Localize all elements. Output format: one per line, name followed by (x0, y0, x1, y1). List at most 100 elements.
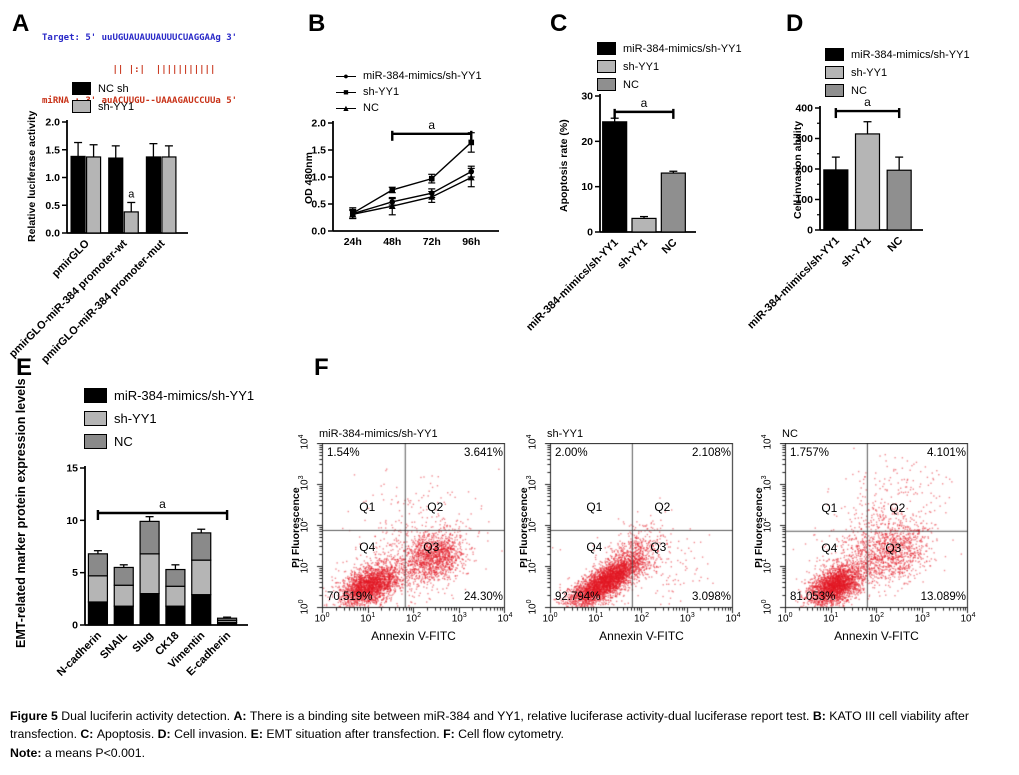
flow-y-tick-label: 102 (526, 516, 539, 533)
quadrant-label-q2: Q2 (654, 500, 671, 515)
y-tick-label: 0 (72, 620, 78, 632)
data-line (352, 141, 472, 214)
category-label: miR-384-mimics/sh-YY1 (524, 237, 621, 334)
data-point (428, 193, 436, 200)
legend-item: ■ sh-YY1 (336, 86, 482, 98)
bar-segment (113, 605, 134, 626)
legend-label: sh-YY1 (851, 66, 888, 79)
data-line (352, 176, 472, 215)
flow-y-tick-label: 104 (526, 434, 539, 450)
y-tick-label: 0.5 (311, 199, 326, 211)
legend-item: NC (84, 434, 254, 449)
flow-x-tick-label: 101 (823, 612, 839, 625)
flow-x-tick-label: 103 (914, 612, 930, 625)
y-tick-label: 20 (581, 136, 593, 148)
quadrant-percentage-q3: 3.098% (691, 591, 731, 603)
bar (886, 169, 912, 231)
quadrant-label-q1: Q1 (359, 500, 376, 515)
legend-swatch (72, 82, 91, 95)
quadrant-percentage-q2: 3.641% (463, 447, 503, 459)
flow-x-axis-label: Annexin V-FITC (371, 629, 456, 643)
significance-label: a (864, 95, 871, 109)
y-tick-label: 0.0 (45, 228, 60, 240)
significance-label: a (428, 118, 435, 132)
flow-x-tick-label: 100 (314, 612, 330, 625)
legend-swatch (825, 66, 844, 79)
quadrant-label-q2: Q2 (889, 501, 906, 516)
flow-y-tick-label: 102 (761, 516, 774, 533)
legend-swatch (825, 84, 844, 97)
bar-segment (165, 605, 186, 626)
bar (631, 217, 657, 233)
caption-segment: a means P<0.001. (44, 746, 145, 760)
y-tick-label: 1.5 (45, 144, 60, 156)
caption-segment: Cell invasion. (174, 726, 251, 741)
legend-item: NC sh (72, 82, 134, 95)
legend-item: sh-YY1 (825, 66, 970, 79)
caption-segment: F: (443, 726, 459, 741)
bar (145, 156, 162, 234)
legend-item: sh-YY1 (84, 411, 254, 426)
y-tick-label: 30 (581, 91, 593, 103)
legend-label: NC (114, 433, 133, 449)
flow-x-tick-label: 104 (497, 612, 513, 625)
flow-plot-title: NC (782, 428, 798, 440)
flow-x-tick-label: 101 (588, 612, 604, 625)
bar (660, 172, 686, 233)
bar-segment (87, 575, 109, 603)
legend-swatch (597, 42, 616, 55)
flow-plot-title: miR-384-mimics/sh-YY1 (319, 428, 438, 440)
y-tick-label: 5 (72, 567, 78, 579)
flow-x-tick-label: 101 (360, 612, 376, 625)
bar (123, 211, 139, 234)
y-tick-label: 1.0 (45, 172, 60, 184)
legend-item: ▲ NC (336, 102, 482, 114)
data-point (389, 187, 396, 193)
quadrant-percentage-q1: 1.757% (790, 447, 830, 459)
bar-segment (191, 559, 212, 596)
caption-segment: Dual luciferin activity detection. (61, 709, 234, 723)
quadrant-percentage-q1: 2.00% (555, 447, 588, 459)
caption-segment: Figure 5 (10, 709, 62, 723)
caption-segment: EMT situation after transfection. (266, 726, 444, 741)
data-point (467, 173, 475, 181)
panel-d-label: D (786, 10, 804, 37)
legend-item: ● miR-384-mimics/sh-YY1 (336, 70, 482, 82)
flow-y-tick-label: 103 (761, 475, 774, 491)
category-label: sh-YY1 (839, 235, 874, 270)
caption-segment: Cell flow cytometry. (458, 726, 564, 741)
flow-scatter-canvas (777, 443, 970, 617)
y-tick-label: 0 (587, 227, 593, 239)
flow-y-tick-label: 100 (761, 599, 774, 615)
y-tick-label: 10 (581, 181, 593, 193)
significance-label: a (641, 96, 648, 110)
y-tick-label: 2.0 (311, 118, 326, 130)
flow-cytometry-plot-nc: NC PI Fluorescence 1.757% 4.101% 81.053% 13.0… (749, 424, 979, 654)
bar-segment (87, 553, 109, 577)
legend-label: miR-384-mimics/sh-YY1 (114, 387, 255, 403)
flow-cytometry-plot-mimics: miR-384-mimics/sh-YY1 PI Fluorescence 1.54… (286, 424, 516, 654)
figure-caption: Figure 5 Dual luciferin activity detecti… (10, 708, 1012, 743)
bar (854, 133, 881, 231)
caption-segment: A: (233, 709, 250, 723)
cell-viability-chart: 0.0 0.5 1.0 1.5 2.0 24h 48h 72h 96h a (311, 118, 499, 248)
quadrant-percentage-q3: 13.089% (920, 591, 966, 603)
caption-segment: C: (80, 726, 97, 741)
legend-swatch (597, 60, 616, 73)
quadrant-label-q3: Q3 (650, 540, 667, 555)
legend-swatch (825, 48, 844, 61)
category-label: 72h (423, 236, 441, 248)
flow-y-tick-label: 100 (298, 599, 311, 615)
legend-swatch (84, 434, 107, 449)
y-tick-label: 400 (795, 103, 813, 115)
legend-item: NC (597, 78, 742, 91)
bar (108, 157, 124, 234)
flow-x-axis-label: Annexin V-FITC (599, 629, 684, 643)
y-tick-label: 200 (795, 164, 813, 176)
base-pairing-line: || |:| ||||||||||| (42, 64, 216, 75)
category-label: 24h (344, 236, 362, 248)
panel-a-label: A (12, 10, 30, 37)
flow-plot-title: sh-YY1 (547, 428, 584, 440)
category-label: Slug (130, 630, 155, 655)
